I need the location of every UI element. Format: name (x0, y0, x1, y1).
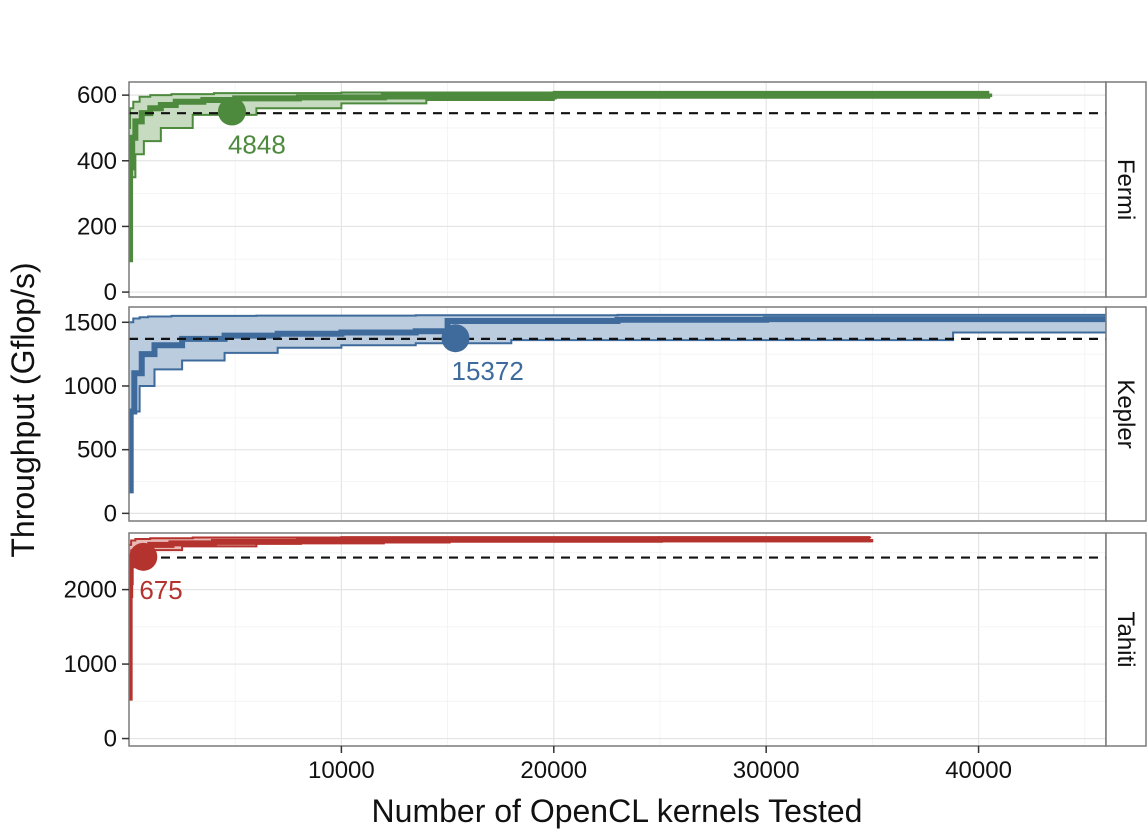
series-lower-line (129, 331, 1106, 492)
series-upper-line (129, 313, 1106, 324)
marker-point (129, 542, 158, 571)
confidence-band (129, 91, 990, 260)
strip-box (1105, 306, 1147, 522)
marker-label: 675 (139, 575, 182, 605)
strip-label-tahiti: Tahiti (1112, 611, 1139, 667)
plot-area (129, 90, 1106, 263)
strip-box (1105, 532, 1147, 747)
x-axis-title: Number of OpenCL kernels Tested (372, 793, 863, 829)
x-tick-label: 40000 (945, 757, 1012, 784)
panel-kepler: 15372 Kepler 0 500 1000 1500 (64, 306, 1147, 527)
y-tick-label: 0 (104, 500, 117, 527)
series-median-line (129, 536, 874, 701)
panel-tahiti: 675 Tahiti 0 1000 2000 (64, 532, 1147, 753)
panel-background (129, 82, 1106, 297)
y-tick-label: 1000 (64, 651, 117, 678)
panel-background (129, 533, 1106, 746)
series-median-line (129, 91, 993, 263)
y-axis-title: Throughput (Gflop/s) (5, 262, 41, 557)
series-lower-line (129, 95, 991, 261)
y-tick-label: 0 (104, 279, 117, 306)
y-tick-label: 600 (77, 82, 117, 109)
strip-label-fermi: Fermi (1112, 159, 1139, 220)
y-tick-label: 500 (77, 437, 117, 464)
y-tick-label: 400 (77, 148, 117, 175)
x-tick-label: 30000 (733, 757, 800, 784)
marker-point (441, 324, 470, 353)
strip-box (1105, 81, 1147, 298)
plot-area (129, 536, 1106, 701)
y-tick-label: 0 (104, 726, 117, 753)
y-tick-label: 1000 (64, 373, 117, 400)
series-upper-line (129, 90, 990, 129)
series-upper-line (129, 536, 872, 546)
marker-point (217, 97, 246, 126)
plot-area (129, 313, 1106, 494)
y-tick-label: 1500 (64, 309, 117, 336)
marker-label: 4848 (228, 130, 286, 160)
x-tick-label: 20000 (520, 757, 587, 784)
series-median-line (129, 316, 1106, 494)
x-tick-label: 10000 (308, 757, 375, 784)
panel-fermi: 4848 Fermi 0 200 400 600 (77, 81, 1147, 306)
x-axis: 10000 20000 30000 40000 (308, 746, 1012, 784)
y-tick-label: 2000 (64, 577, 117, 604)
marker-label: 15372 (451, 356, 523, 386)
panels: 4848Fermi020040060015372Kepler0500100015… (64, 81, 1147, 753)
strip-label-kepler: Kepler (1112, 379, 1139, 448)
y-tick-label: 200 (77, 213, 117, 240)
